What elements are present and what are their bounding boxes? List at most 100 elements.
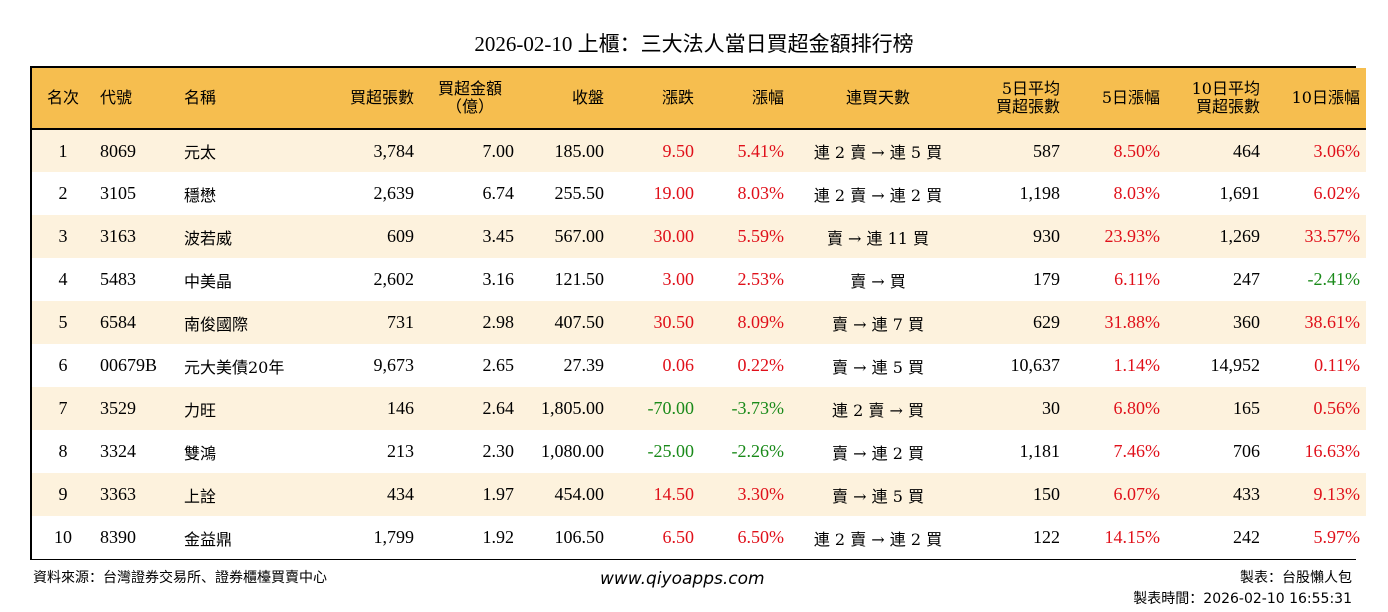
cell-pct10: 0.56%	[1313, 398, 1361, 418]
cell-pct5: 6.11%	[1114, 269, 1160, 289]
cell-pct10: 6.02%	[1313, 183, 1361, 203]
cell-close: 454.00	[554, 484, 605, 504]
cell-change: 30.50	[653, 312, 695, 332]
cell-close: 121.50	[554, 269, 605, 289]
cell-streak: 連 2 賣 → 買	[832, 400, 924, 420]
cell-avg5: 30	[1042, 398, 1060, 418]
table-row: 5 6584 南俊國際 731 2.98 407.50 30.50 8.09% 賣 → 連 7 …	[32, 301, 1366, 344]
table-row: 6 00679B 元大美債20年 9,673 2.65 27.39 0.06 0.22% 賣 →…	[32, 344, 1366, 387]
table-row: 10 8390 金益鼎 1,799 1.92 106.50 6.50 6.50% 連 2 賣 →…	[32, 516, 1366, 559]
cell-name: 中美晶	[184, 271, 233, 291]
ranking-table-container: 名次 代號 名稱 買超張數 買超金額 （億） 收盤 漲跌 漲幅 連買天數 5日平…	[30, 66, 1366, 560]
cell-close: 407.50	[554, 312, 605, 332]
cell-rank: 5	[58, 312, 68, 332]
table-row: 2 3105 穩懋 2,639 6.74 255.50 19.00 8.03% 連 2 賣 → …	[32, 172, 1366, 215]
cell-buy-amount: 1.97	[482, 484, 515, 504]
cell-pct: -2.26%	[731, 441, 785, 461]
header-name: 名稱	[184, 88, 217, 107]
made-time: 製表時間：2026-02-10 16:55:31	[1133, 591, 1352, 607]
cell-name: 力旺	[184, 400, 217, 420]
cell-pct5: 8.03%	[1113, 183, 1161, 203]
cell-change: 0.06	[662, 355, 695, 375]
cell-avg10: 360	[1233, 312, 1260, 332]
cell-streak: 賣 → 買	[850, 271, 906, 291]
cell-pct10: 38.61%	[1304, 312, 1361, 332]
cell-rank: 9	[58, 484, 68, 504]
cell-avg10: 464	[1233, 140, 1260, 161]
cell-pct5: 6.07%	[1113, 484, 1161, 504]
cell-streak: 連 2 賣 → 連 5 買	[813, 143, 943, 162]
cell-streak: 賣 → 連 5 買	[832, 486, 924, 506]
cell-avg5: 179	[1033, 269, 1060, 289]
cell-buy-lots: 2,639	[373, 183, 415, 203]
header-close: 收盤	[571, 88, 604, 107]
cell-avg10: 247	[1233, 269, 1260, 289]
header-pct: 漲幅	[751, 88, 784, 107]
cell-code: 8390	[100, 527, 136, 547]
table-row: 1 8069 元太 3,784 7.00 185.00 9.50 5.41% 連 2 賣 → 連…	[32, 129, 1366, 172]
cell-buy-amount: 2.30	[482, 441, 515, 461]
table-row: 8 3324 雙鴻 213 2.30 1,080.00 -25.00 -2.26% 賣 → 連 …	[32, 430, 1366, 473]
table-row: 4 5483 中美晶 2,602 3.16 121.50 3.00 2.53% 賣 → 買 179…	[32, 258, 1366, 301]
cell-buy-lots: 146	[387, 398, 414, 418]
cell-pct5: 1.14%	[1113, 355, 1161, 375]
cell-code: 3324	[100, 441, 136, 461]
cell-avg5: 150	[1033, 484, 1060, 504]
cell-avg5: 930	[1033, 226, 1060, 246]
cell-close: 1,080.00	[541, 441, 604, 461]
cell-buy-amount: 3.16	[482, 269, 515, 289]
cell-buy-amount: 3.45	[482, 226, 515, 246]
cell-rank: 6	[58, 355, 68, 375]
cell-pct: 3.30%	[737, 484, 785, 504]
cell-pct10: 9.13%	[1313, 484, 1361, 504]
cell-buy-lots: 609	[387, 226, 414, 246]
cell-buy-amount: 2.65	[482, 355, 515, 375]
cell-close: 1,805.00	[541, 398, 604, 418]
cell-buy-amount: 1.92	[482, 527, 515, 547]
cell-pct: 8.03%	[737, 183, 785, 203]
table-row: 3 3163 波若威 609 3.45 567.00 30.00 5.59% 賣 → 連 11 …	[32, 215, 1366, 258]
cell-name: 上詮	[184, 486, 217, 506]
cell-pct10: -2.41%	[1307, 269, 1361, 289]
header-avg10: 10日平均 買超張數	[1191, 79, 1260, 116]
cell-code: 3163	[100, 226, 136, 246]
header-buy-amount: 買超金額 （億）	[437, 79, 502, 116]
cell-close: 106.50	[554, 527, 605, 547]
cell-buy-lots: 1,799	[373, 527, 415, 547]
website-link[interactable]: www.qiyoapps.com	[600, 569, 765, 589]
cell-change: -70.00	[647, 398, 695, 418]
cell-pct: 5.59%	[737, 226, 785, 246]
data-source: 資料來源：台灣證券交易所、證券櫃檯買賣中心	[33, 570, 327, 586]
header-streak: 連買天數	[845, 88, 910, 107]
cell-name: 金益鼎	[184, 529, 233, 549]
cell-code: 8069	[100, 140, 136, 161]
cell-avg5: 629	[1033, 312, 1060, 332]
header-pct5: 5日漲幅	[1101, 88, 1160, 107]
page-title: 2026-02-10 上櫃：三大法人當日買超金額排行榜	[474, 32, 914, 56]
cell-buy-lots: 2,602	[373, 269, 415, 289]
ranking-table: 名次 代號 名稱 買超張數 買超金額 （億） 收盤 漲跌 漲幅 連買天數 5日平…	[32, 68, 1366, 559]
cell-close: 255.50	[554, 183, 605, 203]
header-pct10: 10日漲幅	[1291, 88, 1360, 107]
table-header-row: 名次 代號 名稱 買超張數 買超金額 （億） 收盤 漲跌 漲幅 連買天數 5日平…	[32, 68, 1366, 129]
table-row: 9 3363 上詮 434 1.97 454.00 14.50 3.30% 賣 → 連 5 買 1…	[32, 473, 1366, 516]
cell-pct: 8.09%	[737, 312, 785, 332]
cell-name: 波若威	[184, 228, 233, 248]
header-change: 漲跌	[661, 88, 694, 107]
header-code: 代號	[100, 88, 133, 107]
cell-pct10: 3.06%	[1313, 140, 1361, 161]
cell-buy-lots: 731	[387, 312, 414, 332]
cell-avg5: 1,198	[1019, 183, 1061, 203]
cell-streak: 連 2 賣 → 連 2 買	[813, 529, 943, 549]
cell-avg10: 242	[1233, 527, 1260, 547]
cell-streak: 賣 → 連 5 買	[832, 357, 924, 377]
cell-avg10: 165	[1233, 398, 1260, 418]
cell-buy-amount: 6.74	[482, 183, 515, 203]
cell-pct10: 0.11%	[1314, 355, 1360, 375]
header-buy-lots: 買超張數	[349, 88, 414, 107]
cell-change: 3.00	[662, 269, 695, 289]
cell-rank: 3	[58, 226, 68, 246]
cell-pct5: 23.93%	[1104, 226, 1161, 246]
cell-pct5: 14.15%	[1104, 527, 1161, 547]
cell-buy-lots: 3,784	[373, 140, 415, 161]
